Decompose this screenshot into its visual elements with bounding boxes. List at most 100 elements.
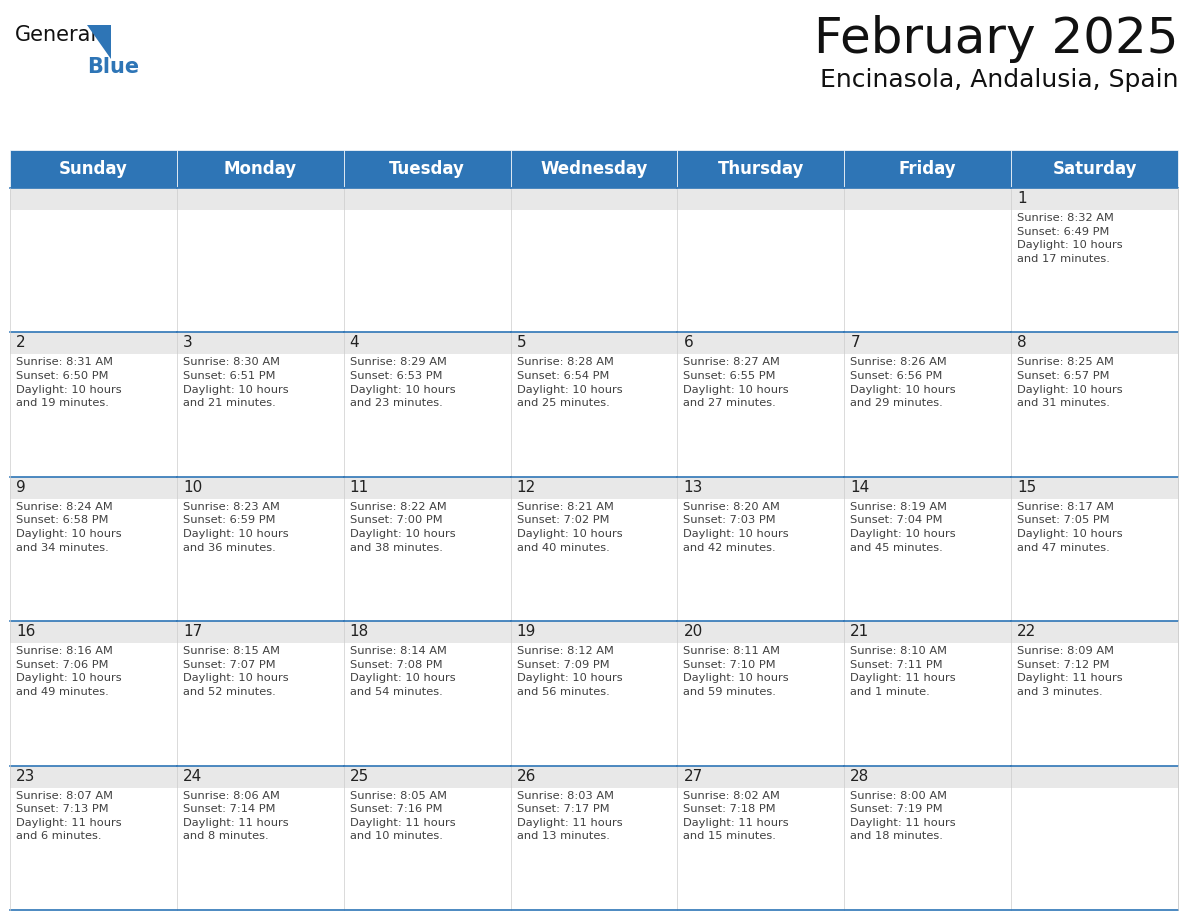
Bar [10, 332, 177, 354]
Bar [343, 766, 511, 788]
Bar [177, 476, 343, 621]
Text: 5: 5 [517, 335, 526, 351]
Bar [177, 188, 343, 332]
Bar [10, 476, 177, 621]
Text: Tuesday: Tuesday [390, 160, 465, 178]
Text: 28: 28 [851, 768, 870, 784]
Bar [511, 476, 677, 498]
Text: 18: 18 [349, 624, 369, 639]
Bar [177, 332, 343, 476]
Bar [1011, 332, 1178, 476]
Bar [511, 621, 677, 644]
Bar [177, 476, 343, 498]
Polygon shape [87, 25, 110, 59]
Text: 19: 19 [517, 624, 536, 639]
Bar [177, 332, 343, 354]
Bar [511, 150, 677, 188]
Text: 4: 4 [349, 335, 359, 351]
Bar [677, 766, 845, 910]
Text: Sunrise: 8:16 AM
Sunset: 7:06 PM
Daylight: 10 hours
and 49 minutes.: Sunrise: 8:16 AM Sunset: 7:06 PM Dayligh… [15, 646, 121, 697]
Text: Sunrise: 8:21 AM
Sunset: 7:02 PM
Daylight: 10 hours
and 40 minutes.: Sunrise: 8:21 AM Sunset: 7:02 PM Dayligh… [517, 502, 623, 553]
Text: 16: 16 [15, 624, 36, 639]
Bar [845, 332, 1011, 476]
Bar [677, 332, 845, 476]
Text: Sunrise: 8:20 AM
Sunset: 7:03 PM
Daylight: 10 hours
and 42 minutes.: Sunrise: 8:20 AM Sunset: 7:03 PM Dayligh… [683, 502, 789, 553]
Bar [677, 476, 845, 498]
Text: Sunrise: 8:11 AM
Sunset: 7:10 PM
Daylight: 10 hours
and 59 minutes.: Sunrise: 8:11 AM Sunset: 7:10 PM Dayligh… [683, 646, 789, 697]
Bar [177, 150, 343, 188]
Bar [845, 150, 1011, 188]
Text: February 2025: February 2025 [814, 15, 1178, 63]
Bar [1011, 476, 1178, 498]
Text: 23: 23 [15, 768, 36, 784]
Bar [1011, 188, 1178, 210]
Text: Encinasola, Andalusia, Spain: Encinasola, Andalusia, Spain [820, 68, 1178, 92]
Bar [845, 476, 1011, 621]
Bar [1011, 621, 1178, 644]
Text: Sunrise: 8:06 AM
Sunset: 7:14 PM
Daylight: 11 hours
and 8 minutes.: Sunrise: 8:06 AM Sunset: 7:14 PM Dayligh… [183, 790, 289, 842]
Text: Sunrise: 8:17 AM
Sunset: 7:05 PM
Daylight: 10 hours
and 47 minutes.: Sunrise: 8:17 AM Sunset: 7:05 PM Dayligh… [1017, 502, 1123, 553]
Bar [677, 621, 845, 766]
Bar [677, 188, 845, 210]
Bar [845, 332, 1011, 354]
Text: Sunday: Sunday [59, 160, 128, 178]
Text: Sunrise: 8:12 AM
Sunset: 7:09 PM
Daylight: 10 hours
and 56 minutes.: Sunrise: 8:12 AM Sunset: 7:09 PM Dayligh… [517, 646, 623, 697]
Text: 21: 21 [851, 624, 870, 639]
Bar [845, 766, 1011, 788]
Bar [10, 766, 177, 788]
Text: Sunrise: 8:24 AM
Sunset: 6:58 PM
Daylight: 10 hours
and 34 minutes.: Sunrise: 8:24 AM Sunset: 6:58 PM Dayligh… [15, 502, 121, 553]
Text: Wednesday: Wednesday [541, 160, 647, 178]
Text: 24: 24 [183, 768, 202, 784]
Bar [177, 621, 343, 644]
Bar [511, 188, 677, 332]
Text: 7: 7 [851, 335, 860, 351]
Bar [10, 188, 177, 210]
Bar [845, 188, 1011, 332]
Text: Sunrise: 8:10 AM
Sunset: 7:11 PM
Daylight: 11 hours
and 1 minute.: Sunrise: 8:10 AM Sunset: 7:11 PM Dayligh… [851, 646, 956, 697]
Text: Sunrise: 8:09 AM
Sunset: 7:12 PM
Daylight: 11 hours
and 3 minutes.: Sunrise: 8:09 AM Sunset: 7:12 PM Dayligh… [1017, 646, 1123, 697]
Text: Sunrise: 8:02 AM
Sunset: 7:18 PM
Daylight: 11 hours
and 15 minutes.: Sunrise: 8:02 AM Sunset: 7:18 PM Dayligh… [683, 790, 789, 842]
Bar [677, 476, 845, 621]
Text: 27: 27 [683, 768, 702, 784]
Bar [511, 766, 677, 910]
Text: General: General [15, 25, 97, 45]
Bar [511, 766, 677, 788]
Text: Sunrise: 8:25 AM
Sunset: 6:57 PM
Daylight: 10 hours
and 31 minutes.: Sunrise: 8:25 AM Sunset: 6:57 PM Dayligh… [1017, 357, 1123, 409]
Text: Sunrise: 8:29 AM
Sunset: 6:53 PM
Daylight: 10 hours
and 23 minutes.: Sunrise: 8:29 AM Sunset: 6:53 PM Dayligh… [349, 357, 455, 409]
Text: Sunrise: 8:30 AM
Sunset: 6:51 PM
Daylight: 10 hours
and 21 minutes.: Sunrise: 8:30 AM Sunset: 6:51 PM Dayligh… [183, 357, 289, 409]
Bar [677, 150, 845, 188]
Bar [677, 621, 845, 644]
Bar [511, 332, 677, 354]
Bar [177, 621, 343, 766]
Text: 9: 9 [15, 480, 26, 495]
Text: 15: 15 [1017, 480, 1036, 495]
Bar [177, 766, 343, 788]
Bar [10, 621, 177, 644]
Bar [343, 188, 511, 210]
Bar [1011, 188, 1178, 332]
Bar [845, 621, 1011, 644]
Text: Sunrise: 8:00 AM
Sunset: 7:19 PM
Daylight: 11 hours
and 18 minutes.: Sunrise: 8:00 AM Sunset: 7:19 PM Dayligh… [851, 790, 956, 842]
Bar [10, 332, 177, 476]
Text: Sunrise: 8:27 AM
Sunset: 6:55 PM
Daylight: 10 hours
and 27 minutes.: Sunrise: 8:27 AM Sunset: 6:55 PM Dayligh… [683, 357, 789, 409]
Bar [10, 188, 177, 332]
Bar [343, 621, 511, 766]
Text: Sunrise: 8:15 AM
Sunset: 7:07 PM
Daylight: 10 hours
and 52 minutes.: Sunrise: 8:15 AM Sunset: 7:07 PM Dayligh… [183, 646, 289, 697]
Text: Sunrise: 8:07 AM
Sunset: 7:13 PM
Daylight: 11 hours
and 6 minutes.: Sunrise: 8:07 AM Sunset: 7:13 PM Dayligh… [15, 790, 121, 842]
Text: 20: 20 [683, 624, 702, 639]
Bar [1011, 150, 1178, 188]
Bar [511, 188, 677, 210]
Text: 22: 22 [1017, 624, 1036, 639]
Text: Sunrise: 8:03 AM
Sunset: 7:17 PM
Daylight: 11 hours
and 13 minutes.: Sunrise: 8:03 AM Sunset: 7:17 PM Dayligh… [517, 790, 623, 842]
Text: 2: 2 [15, 335, 26, 351]
Text: 25: 25 [349, 768, 369, 784]
Bar [343, 621, 511, 644]
Text: Monday: Monday [223, 160, 297, 178]
Text: 14: 14 [851, 480, 870, 495]
Bar [343, 188, 511, 332]
Bar [845, 188, 1011, 210]
Bar [1011, 621, 1178, 766]
Bar [1011, 766, 1178, 788]
Bar [1011, 766, 1178, 910]
Bar [343, 476, 511, 621]
